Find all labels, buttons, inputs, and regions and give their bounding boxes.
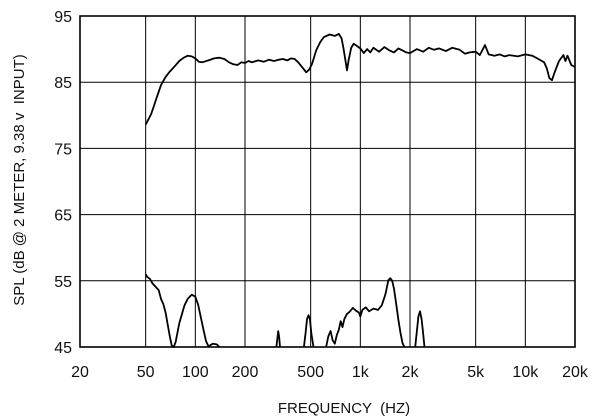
y-tick-labels: 95 85 75 65 55 45 [54, 9, 72, 357]
y-axis-title: SPL (dB @ 2 METER, 9.38 v INPUT) [11, 54, 28, 305]
y-tick-label: 55 [54, 274, 72, 291]
x-tick-label: 5k [467, 364, 485, 381]
x-tick-label: 100 [182, 364, 209, 381]
x-tick-label: 1k [352, 364, 370, 381]
y-tick-label: 65 [54, 208, 72, 225]
x-tick-label: 200 [232, 364, 259, 381]
x-tick-label: 20k [562, 364, 589, 381]
distortion-curve-2 [275, 330, 281, 348]
x-axis-title: FREQUENCY (HZ) [278, 400, 410, 417]
x-tick-label: 500 [297, 364, 324, 381]
x-tick-label: 20 [71, 364, 89, 381]
x-tick-label: 50 [137, 364, 155, 381]
y-tick-label: 85 [54, 75, 72, 92]
x-tick-labels: 20 50 100 200 500 1k 2k 5k 10k 20k [71, 364, 589, 381]
distortion-curve-5 [414, 310, 426, 348]
x-tick-label: 10k [512, 364, 539, 381]
y-tick-label: 75 [54, 141, 72, 158]
series-layer [144, 33, 576, 348]
distortion-curve-1 [144, 273, 221, 348]
plot-frame [79, 15, 576, 348]
y-tick-label: 95 [54, 9, 72, 26]
response-curve [144, 33, 576, 126]
x-tick-label: 2k [402, 364, 420, 381]
distortion-curve-4 [325, 277, 406, 348]
y-tick-label: 45 [54, 340, 72, 357]
grid-lines [79, 15, 576, 348]
distortion-curve-3 [303, 314, 315, 348]
